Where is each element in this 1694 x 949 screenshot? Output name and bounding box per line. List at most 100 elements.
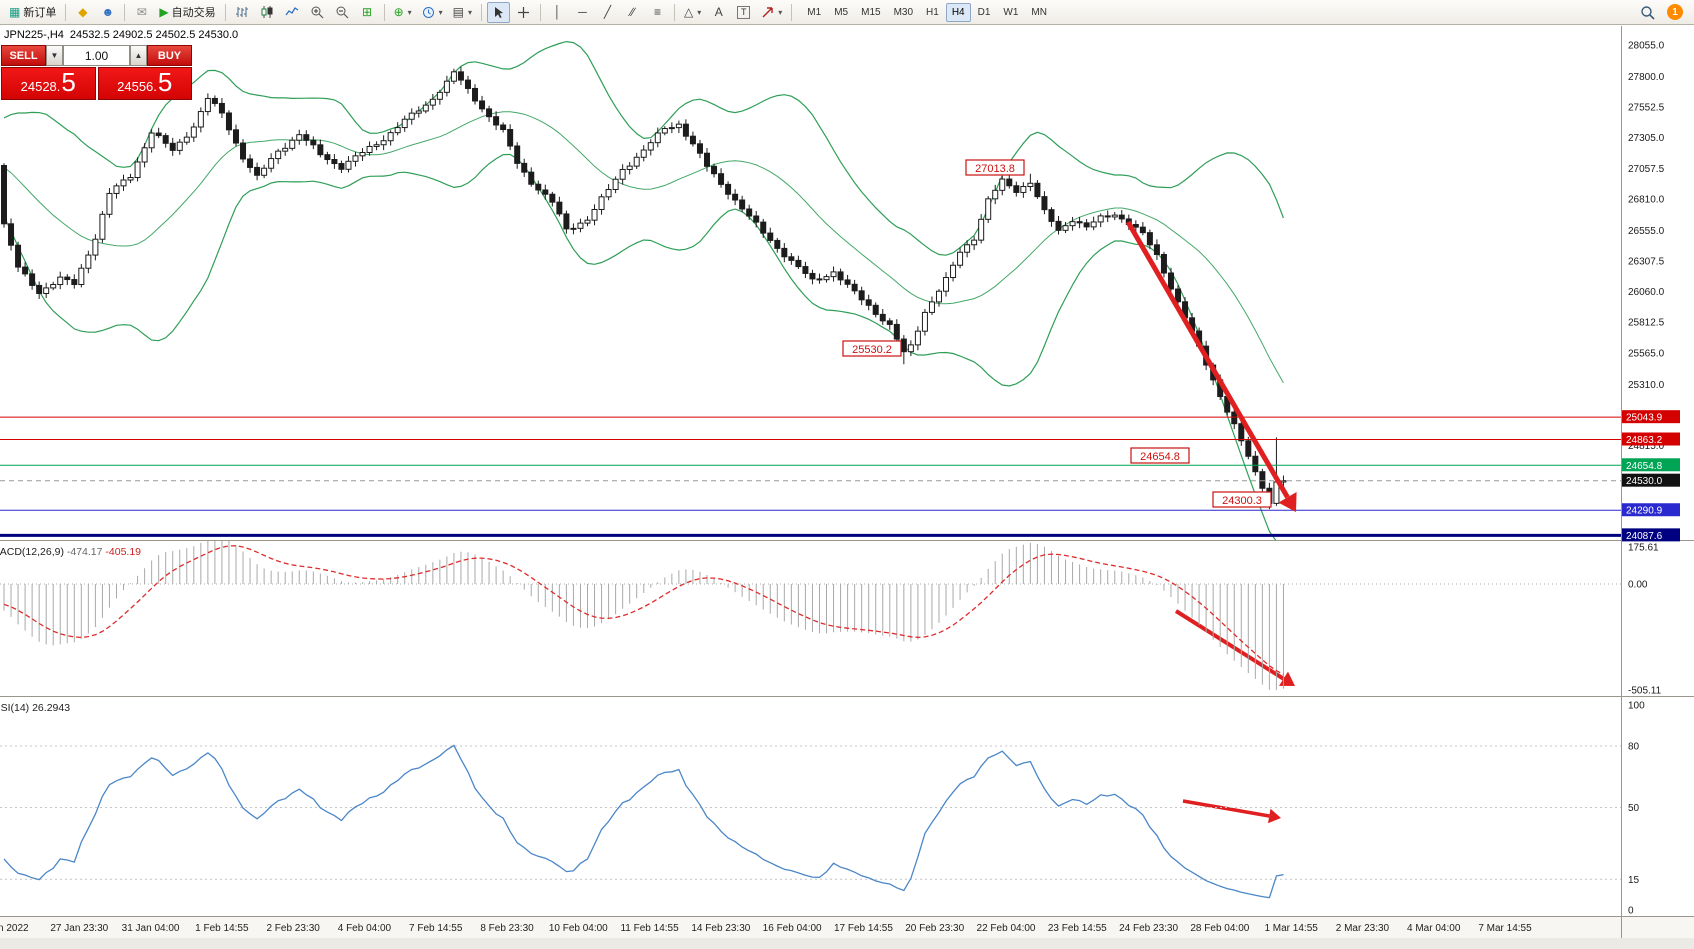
sell-price: 24528. — [20, 79, 61, 94]
svg-text:31 Jan 04:00: 31 Jan 04:00 — [122, 923, 180, 934]
templates-button[interactable]: ▤ ▾ — [449, 2, 476, 23]
search-button[interactable] — [1636, 2, 1659, 23]
trendline-tool[interactable]: ╱ — [596, 2, 619, 23]
timeframe-H1[interactable]: H1 — [926, 6, 939, 18]
sell-button[interactable]: SELL — [1, 45, 46, 66]
trendline-icon: ╱ — [603, 5, 612, 19]
svg-text:26810.0: 26810.0 — [1628, 194, 1665, 205]
time-axis[interactable]: Jan 2022 27 Jan 23:30 31 Jan 04:00 1 Feb 14… — [0, 923, 1532, 934]
svg-text:7 Feb 14:55: 7 Feb 14:55 — [409, 923, 463, 934]
svg-text:4 Mar 04:00: 4 Mar 04:00 — [1407, 923, 1461, 934]
line-chart-mode-button[interactable] — [281, 2, 304, 23]
horizontal-level-lines[interactable] — [0, 416, 1621, 537]
svg-text:24654.8: 24654.8 — [1626, 461, 1663, 472]
timeframe-H4[interactable]: H4 — [945, 2, 971, 22]
macd-label: MACD(12,26,9) -474.17 -405.19 — [0, 546, 141, 558]
separator — [481, 3, 483, 21]
svg-text:25530.2: 25530.2 — [852, 344, 892, 356]
main-price-panel[interactable] — [1, 40, 1287, 548]
vertical-line-tool[interactable]: │ — [546, 2, 569, 23]
chart-canvas[interactable]: 27013.8 25530.2 24654.8 24300.3 28055.0 27800… — [0, 26, 1694, 949]
text-label-tool[interactable]: T — [732, 2, 755, 23]
notification-badge[interactable]: 1 — [1667, 4, 1683, 20]
svg-text:1 Feb 14:55: 1 Feb 14:55 — [195, 923, 249, 934]
timeframe-MN[interactable]: MN — [1031, 6, 1047, 18]
zoom-out-icon — [336, 6, 349, 19]
svg-text:28055.0: 28055.0 — [1628, 41, 1665, 52]
svg-text:2 Feb 23:30: 2 Feb 23:30 — [266, 923, 320, 934]
svg-text:27057.5: 27057.5 — [1628, 164, 1665, 175]
new-order-button[interactable]: ▦ 新订单 — [5, 2, 60, 23]
svg-text:27 Jan 23:30: 27 Jan 23:30 — [50, 923, 108, 934]
svg-text:-505.11: -505.11 — [1628, 686, 1662, 697]
zoom-in-icon — [311, 6, 324, 19]
arrow-tool-icon — [762, 6, 773, 17]
svg-text:24530.0: 24530.0 — [1626, 476, 1663, 487]
shapes-tool[interactable]: △ ▾ — [680, 2, 705, 23]
fibonacci-icon: ≡ — [654, 5, 662, 19]
svg-text:25565.0: 25565.0 — [1628, 348, 1665, 359]
sell-price-box[interactable]: 24528. 5 — [1, 67, 96, 100]
svg-text:4 Feb 04:00: 4 Feb 04:00 — [338, 923, 392, 934]
volume-decrease-button[interactable]: ▼ — [46, 45, 63, 66]
clock-icon — [422, 6, 434, 18]
price-axis[interactable]: 28055.0 27800.0 27552.5 27305.0 27057.5 26810… — [1622, 41, 1680, 917]
separator — [65, 3, 67, 21]
templates-icon: ▤ — [452, 5, 465, 19]
svg-text:27013.8: 27013.8 — [975, 163, 1015, 175]
trend-arrows[interactable] — [1125, 220, 1297, 824]
price-callout-labels[interactable]: 27013.8 25530.2 24654.8 24300.3 — [842, 159, 1272, 508]
text-tool[interactable]: A — [707, 2, 730, 23]
svg-text:50: 50 — [1628, 803, 1640, 814]
fibonacci-tool[interactable]: ≡ — [646, 2, 669, 23]
tile-windows-icon: ⊞ — [362, 5, 373, 19]
buy-price-pip: 5 — [157, 67, 173, 97]
new-order-icon: ▦ — [9, 5, 21, 19]
macd-panel[interactable] — [0, 537, 1621, 690]
bar-chart-mode-button[interactable] — [231, 2, 254, 23]
timeframe-M30[interactable]: M30 — [893, 6, 914, 18]
mailbox-button[interactable]: ✉ — [130, 2, 153, 23]
svg-text:7 Mar 14:55: 7 Mar 14:55 — [1478, 923, 1532, 934]
svg-text:2 Mar 23:30: 2 Mar 23:30 — [1336, 923, 1390, 934]
mail-icon: ✉ — [136, 5, 147, 19]
indicators-button[interactable]: ⊕ ▾ — [390, 2, 416, 23]
svg-text:27305.0: 27305.0 — [1628, 133, 1665, 144]
one-click-trading-panel: SELL ▼ ▲ BUY 24528.5 24556.5 — [1, 45, 192, 100]
svg-text:22 Feb 04:00: 22 Feb 04:00 — [977, 923, 1036, 934]
market-watch-button[interactable]: ◆ — [71, 2, 94, 23]
cursor-tool-button[interactable] — [487, 1, 511, 23]
crosshair-tool-button[interactable] — [512, 2, 535, 23]
arrows-tool[interactable]: ▾ — [757, 2, 786, 23]
svg-text:25812.5: 25812.5 — [1628, 318, 1665, 329]
volume-input[interactable] — [64, 46, 129, 65]
profile-button[interactable]: ☻ — [96, 2, 119, 23]
candlestick-mode-button[interactable] — [256, 2, 279, 23]
timeframe-M1[interactable]: M1 — [807, 6, 822, 18]
channel-tool[interactable]: ∕∕ — [621, 2, 644, 23]
timeframe-D1[interactable]: D1 — [977, 6, 991, 18]
svg-text:24290.9: 24290.9 — [1626, 506, 1663, 517]
market-watch-icon: ◆ — [78, 5, 88, 19]
tile-windows-button[interactable]: ⊞ — [356, 2, 379, 23]
buy-price-box[interactable]: 24556. 5 — [97, 67, 192, 100]
buy-button[interactable]: BUY — [147, 45, 192, 66]
svg-text:100: 100 — [1628, 701, 1645, 712]
svg-text:26555.0: 26555.0 — [1628, 226, 1665, 237]
horizontal-line-tool[interactable]: ─ — [571, 2, 594, 23]
periods-button[interactable]: ▾ — [418, 2, 447, 23]
auto-trading-button[interactable]: ▶ 自动交易 — [155, 2, 219, 23]
zoom-in-button[interactable] — [306, 2, 329, 23]
rsi-label: RSI(14) 26.2943 — [0, 702, 70, 714]
rsi-panel[interactable] — [0, 744, 1621, 899]
timeframe-M5[interactable]: M5 — [834, 6, 849, 18]
timeframe-W1[interactable]: W1 — [1003, 6, 1019, 18]
zoom-out-button[interactable] — [331, 2, 354, 23]
timeframe-M15[interactable]: M15 — [861, 6, 881, 18]
volume-increase-button[interactable]: ▲ — [130, 45, 147, 66]
buy-price: 24556. — [117, 79, 157, 94]
svg-text:24 Feb 23:30: 24 Feb 23:30 — [1119, 923, 1178, 934]
chevron-down-icon: ▾ — [407, 7, 412, 17]
svg-text:25310.0: 25310.0 — [1628, 380, 1665, 391]
